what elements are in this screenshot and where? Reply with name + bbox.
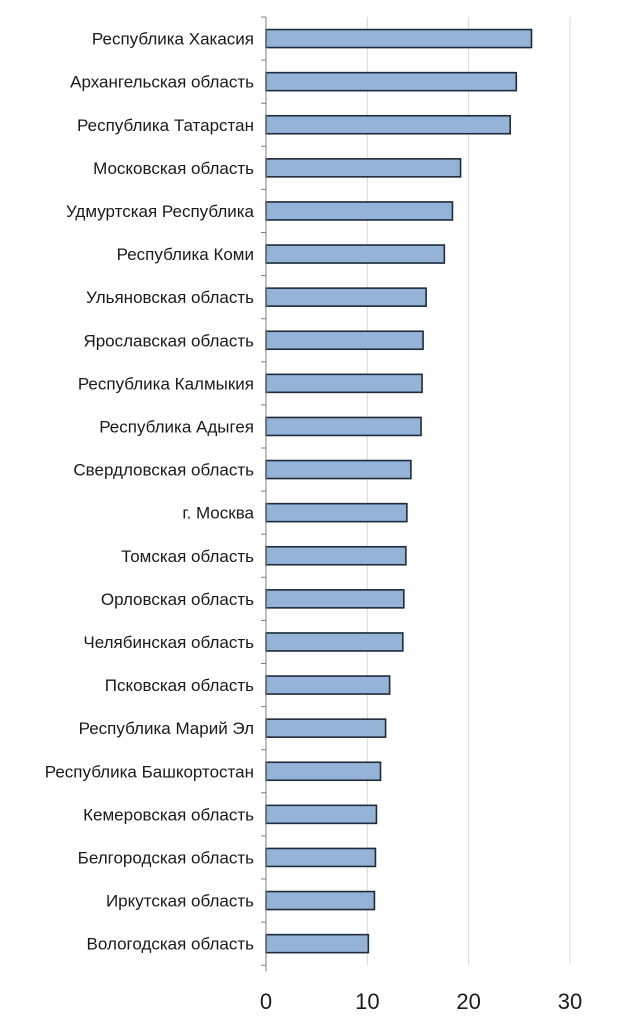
category-label: Кемеровская область [83, 805, 254, 824]
category-label: Республика Коми [117, 245, 254, 264]
bar [265, 158, 462, 178]
bar [265, 71, 518, 92]
category-label: Свердловская область [73, 461, 254, 480]
category-label: Томская область [121, 547, 254, 566]
bar [265, 416, 422, 437]
category-label: Ульяновская область [86, 288, 254, 307]
category-label: Республика Башкортостан [45, 762, 254, 781]
category-label: Архангельская область [70, 73, 254, 92]
category-labels: Республика Хакасия Архангельская область Р… [45, 30, 255, 954]
bar [265, 502, 408, 523]
category-label: Иркутская область [106, 892, 254, 911]
category-label: г. Москва [182, 504, 254, 523]
bar [265, 244, 446, 264]
category-label: Псковская область [105, 676, 254, 695]
category-label: Республика Хакасия [92, 30, 254, 49]
category-label: Республика Марий Эл [79, 719, 254, 738]
bar [265, 545, 407, 566]
bar [265, 589, 405, 609]
bar [265, 761, 382, 782]
x-tick-label: 20 [456, 989, 480, 1014]
category-label: Республика Адыгея [99, 417, 254, 436]
bar [265, 459, 412, 480]
category-label: Московская область [93, 159, 254, 178]
bar [265, 933, 370, 954]
bar [265, 632, 404, 652]
category-label: Удмуртская Республика [66, 202, 255, 221]
category-label: Орловская область [101, 590, 254, 609]
category-label: Челябинская область [83, 633, 254, 652]
x-tick-label: 30 [558, 989, 582, 1014]
bar [265, 373, 423, 394]
x-tick-label: 0 [260, 989, 272, 1014]
bar [265, 718, 387, 738]
x-tick-label: 10 [355, 989, 379, 1014]
category-label: Республика Калмыкия [78, 374, 254, 393]
bar [265, 28, 533, 49]
bar [265, 287, 427, 307]
x-tick-labels: 0 10 20 30 [260, 989, 582, 1014]
bar [265, 890, 376, 911]
axes [261, 16, 267, 972]
bar [265, 201, 454, 221]
bar [265, 330, 424, 351]
bar [265, 804, 378, 825]
category-label: Республика Татарстан [77, 116, 254, 135]
bars [265, 28, 533, 954]
bar [265, 847, 377, 868]
category-label: Вологодская область [87, 935, 255, 954]
bar [265, 675, 391, 695]
bar [265, 114, 512, 135]
category-label: Ярославская область [83, 331, 254, 350]
category-label: Белгородская область [78, 848, 254, 867]
